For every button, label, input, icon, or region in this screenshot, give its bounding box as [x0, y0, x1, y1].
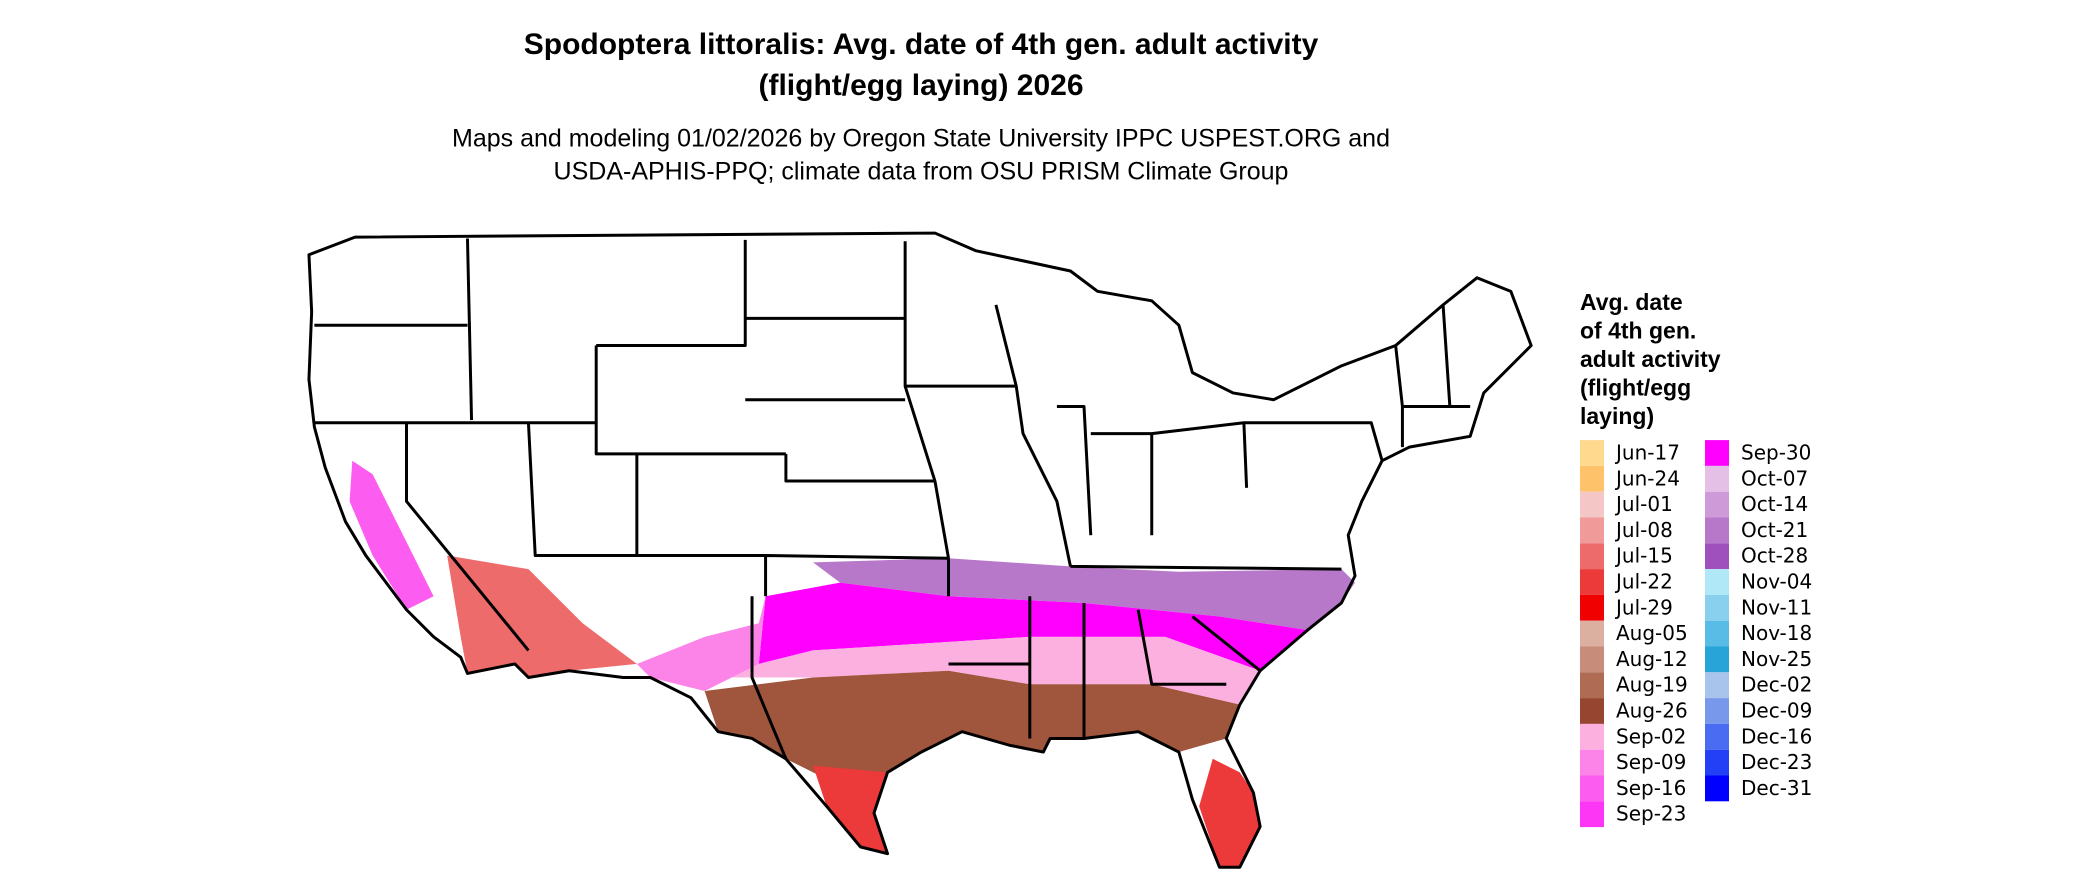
legend-label: Jul-29	[1614, 595, 1673, 619]
legend-label: Dec-31	[1741, 776, 1812, 800]
legend-swatch	[1705, 440, 1729, 466]
legend-label: Jun-24	[1614, 466, 1680, 490]
zone-gila	[636, 596, 766, 692]
title-line: (flight/egg laying) 2026	[758, 69, 1083, 102]
legend-label: Aug-05	[1616, 621, 1688, 645]
legend-label: Sep-23	[1616, 802, 1686, 826]
legend-label: Sep-16	[1616, 776, 1686, 800]
legend-label: Oct-07	[1741, 466, 1808, 490]
subtitle-line: USDA-APHIS-PPQ; climate data from OSU PR…	[554, 158, 1289, 186]
legend-title-line: adult activity	[1580, 346, 1721, 372]
legend-label: Sep-09	[1616, 750, 1686, 774]
legend-title-line: (flight/egg	[1580, 375, 1691, 401]
zone-red-tx	[813, 765, 888, 854]
legend-label: Aug-26	[1616, 699, 1688, 723]
zone-brown	[704, 670, 1240, 786]
legend-label: Sep-30	[1741, 441, 1811, 465]
legend-swatch	[1705, 749, 1729, 776]
legend-swatch	[1705, 569, 1729, 595]
title-line: Spodoptera littoralis: Avg. date of 4th …	[524, 28, 1319, 61]
legend-label: Dec-02	[1741, 673, 1812, 697]
legend-label: Dec-23	[1741, 750, 1812, 774]
legend-label: Nov-04	[1741, 570, 1812, 594]
legend-label: Jul-15	[1614, 544, 1673, 568]
legend-label: Nov-11	[1741, 595, 1812, 619]
legend-swatch	[1580, 672, 1604, 699]
legend-title-line: of 4th gen.	[1580, 318, 1696, 344]
legend-title-line: Avg. date	[1580, 289, 1683, 315]
legend-swatch	[1705, 646, 1729, 673]
legend-swatch	[1580, 465, 1604, 492]
legend-swatch	[1705, 594, 1729, 621]
legend-swatch	[1705, 491, 1729, 518]
legend-label: Dec-09	[1741, 699, 1812, 723]
legend-swatch	[1580, 569, 1604, 595]
legend-swatch	[1580, 620, 1604, 647]
zone-magenta	[758, 582, 1308, 671]
heading: Spodoptera littoralis: Avg. date of 4th …	[452, 28, 1390, 186]
zone-southwest	[447, 555, 637, 678]
legend-label: Jul-22	[1614, 570, 1673, 594]
legend-label: Oct-28	[1741, 544, 1808, 568]
legend-label: Jul-08	[1614, 518, 1673, 542]
temperature-zones	[349, 460, 1355, 868]
legend-swatch	[1705, 698, 1729, 724]
legend-swatch	[1580, 543, 1604, 570]
legend-swatch	[1580, 775, 1604, 802]
legend-swatch	[1580, 723, 1604, 750]
zone-pink	[731, 636, 1261, 705]
legend-swatch	[1580, 440, 1604, 466]
legend-label: Nov-18	[1741, 621, 1812, 645]
legend-swatch	[1705, 723, 1729, 750]
legend-swatch	[1705, 775, 1729, 802]
legend-title-line: laying)	[1580, 403, 1654, 429]
legend-swatch	[1580, 517, 1604, 544]
legend-swatch	[1580, 749, 1604, 776]
legend-swatch	[1705, 543, 1729, 570]
legend-swatch	[1580, 491, 1604, 518]
legend-swatch	[1580, 646, 1604, 673]
legend-swatch	[1705, 672, 1729, 699]
legend: Avg. date of 4th gen.adult activity (fligh…	[1580, 289, 1812, 828]
legend-swatch	[1705, 517, 1729, 544]
subtitle-line: Maps and modeling 01/02/2026 by Oregon S…	[452, 125, 1390, 153]
legend-label: Jul-01	[1614, 492, 1673, 516]
state-borders	[314, 238, 1471, 760]
legend-swatch	[1705, 465, 1729, 492]
legend-label: Jun-17	[1614, 441, 1680, 465]
us-map	[307, 231, 1533, 869]
legend-swatch	[1580, 801, 1604, 828]
legend-label: Nov-25	[1741, 647, 1812, 671]
legend-label: Aug-12	[1616, 647, 1688, 671]
legend-swatch	[1705, 620, 1729, 647]
us-outline	[308, 233, 1532, 868]
legend-label: Aug-19	[1616, 673, 1688, 697]
us-outline-border	[307, 231, 1533, 869]
legend-swatch	[1580, 594, 1604, 621]
legend-label: Oct-14	[1741, 492, 1808, 516]
legend-label: Sep-02	[1616, 724, 1686, 748]
zone-red-fl	[1199, 758, 1261, 868]
zone-california	[349, 460, 434, 610]
legend-label: Dec-16	[1741, 724, 1812, 748]
legend-swatch	[1580, 698, 1604, 724]
legend-label: Oct-21	[1741, 518, 1808, 542]
